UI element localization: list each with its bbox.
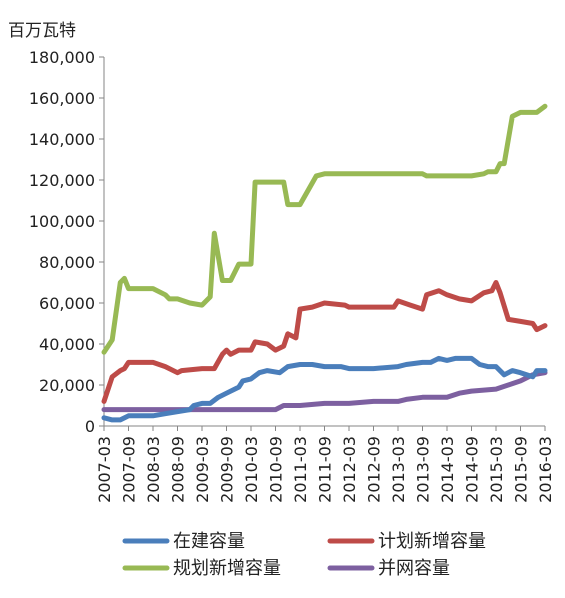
- x-tick-label: 2014-03: [438, 436, 457, 503]
- x-axis: 2007-03 2007-09 2008-03 2008-09 2009-03 2009-…: [95, 425, 555, 503]
- x-tick-label: 2009-09: [218, 436, 237, 503]
- x-tick-label: 2008-09: [169, 436, 188, 503]
- series-line: [101, 103, 548, 355]
- plot-area: [101, 103, 548, 423]
- y-tick-label: 60,000: [39, 294, 95, 313]
- x-tick-label: 2011-09: [316, 436, 335, 503]
- y-tick-label: 100,000: [29, 212, 95, 231]
- y-axis-unit-label: 百万瓦特: [8, 21, 76, 41]
- y-tick-label: 120,000: [29, 171, 95, 190]
- legend-label: 计划新增容量: [378, 531, 486, 552]
- y-tick-label: 20,000: [39, 376, 95, 395]
- y-tick-label: 40,000: [39, 335, 95, 354]
- x-tick-label: 2013-03: [389, 436, 408, 503]
- x-tick-label: 2007-03: [95, 436, 114, 503]
- x-tick-label: 2008-03: [144, 436, 163, 503]
- x-tick-label: 2010-03: [242, 436, 261, 503]
- x-tick-label: 2010-09: [267, 436, 286, 503]
- x-tick-label: 2009-03: [193, 436, 212, 503]
- y-tick-label: 140,000: [29, 130, 95, 149]
- x-tick-label: 2012-09: [365, 436, 384, 503]
- series-line: [101, 355, 548, 423]
- x-tick-label: 2007-09: [120, 436, 139, 503]
- series-line: [101, 370, 548, 413]
- x-tick-label: 2016-03: [536, 436, 555, 503]
- x-tick-label: 2013-09: [414, 436, 433, 503]
- x-tick-label: 2011-03: [291, 436, 310, 503]
- x-tick-label: 2012-03: [340, 436, 359, 503]
- y-axis: 0 20,000 40,000 60,000 80,000 100,000 120,000 1…: [29, 48, 105, 436]
- y-tick-label: 80,000: [39, 253, 95, 272]
- x-tick-label: 2014-09: [463, 436, 482, 503]
- series-line: [101, 280, 548, 404]
- legend-label: 规划新增容量: [173, 558, 281, 579]
- y-tick-label: 180,000: [29, 48, 95, 67]
- legend-label: 并网容量: [378, 558, 450, 579]
- y-tick-label: 0: [85, 417, 95, 436]
- x-tick-label: 2015-09: [512, 436, 531, 503]
- y-tick-label: 160,000: [29, 89, 95, 108]
- x-tick-label: 2015-03: [487, 436, 506, 503]
- legend-label: 在建容量: [173, 531, 245, 552]
